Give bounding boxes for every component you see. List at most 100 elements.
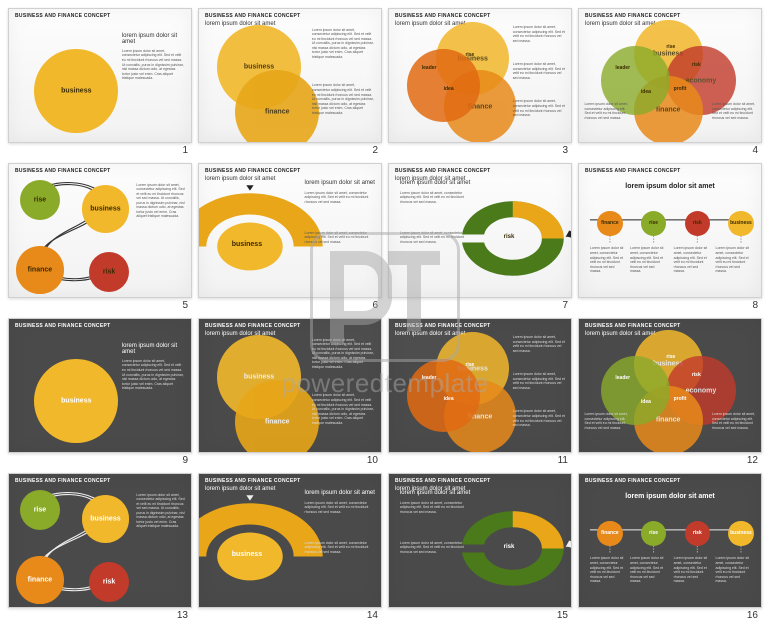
body-paragraph: Lorem ipsum dolor sit amet, consectetur …: [305, 501, 374, 515]
body-paragraph: Lorem ipsum dolor sit amet, consectetur …: [513, 25, 566, 43]
circle-label: risk: [89, 268, 129, 275]
circle-label: finance: [16, 577, 63, 584]
slide-thumbnail[interactable]: BUSINESS AND FINANCE CONCEPTlorem ipsum …: [198, 318, 382, 453]
body-paragraph: Lorem ipsum dolor sit amet, consectetur …: [400, 501, 466, 515]
donut-label: business: [232, 551, 262, 558]
slide-subtitle: lorem ipsum dolor sit amet: [122, 343, 191, 355]
overlay-label: rise: [666, 44, 675, 50]
circle-label: finance: [235, 109, 319, 116]
body-paragraph: Lorem ipsum dolor sit amet, consectetur …: [716, 556, 752, 583]
slide-thumbnail[interactable]: BUSINESS AND FINANCE CONCEPTlorem ipsum …: [198, 163, 382, 298]
slide-thumbnail[interactable]: BUSINESS AND FINANCE CONCEPTlorem ipsum …: [8, 8, 192, 143]
slide-subtitle: lorem ipsum dolor sit amet: [400, 490, 470, 496]
circle-label: business: [217, 373, 301, 380]
slide-number: 2: [198, 143, 382, 157]
slide-number: 11: [388, 453, 572, 467]
diagram-circle: rise: [20, 490, 60, 530]
overlay-label: profit: [674, 86, 687, 92]
body-paragraph: Lorem ipsum dolor sit amet, consectetur …: [674, 556, 710, 583]
slide-thumbnail[interactable]: BUSINESS AND FINANCE CONCEPTlorem ipsum …: [388, 8, 572, 143]
body-paragraph: Lorem ipsum dolor sit amet, consectetur …: [122, 359, 184, 391]
body-paragraph: Lorem ipsum dolor sit amet, consectetur …: [513, 99, 566, 117]
slide-thumbnail[interactable]: BUSINESS AND FINANCE CONCEPTlorem ipsum …: [198, 8, 382, 143]
slide-cell: BUSINESS AND FINANCE CONCEPTlorem ipsum …: [388, 8, 572, 157]
overlay-label: rise: [465, 362, 474, 368]
circle-label: risk: [89, 578, 129, 585]
circle-label: finance: [597, 220, 622, 226]
body-paragraph: Lorem ipsum dolor sit amet, consectetur …: [712, 102, 756, 120]
body-paragraph: Lorem ipsum dolor sit amet, consectetur …: [312, 28, 374, 60]
circle-label: rise: [20, 506, 60, 513]
diagram-circle: risk: [685, 521, 710, 546]
overlay-label: rise: [666, 354, 675, 360]
diagram-circle: risk: [89, 252, 129, 292]
slide-cell: BUSINESS AND FINANCE CONCEPTlorem ipsum …: [198, 163, 382, 312]
diagram-circle: finance: [235, 380, 319, 453]
slide-cell: BUSINESS AND FINANCE CONCEPTlorem ipsum …: [388, 163, 572, 312]
slide-cell: BUSINESS AND FINANCE CONCEPTlorem ipsum …: [578, 8, 762, 157]
circle-label: business: [728, 530, 753, 536]
body-paragraph: Lorem ipsum dolor sit amet, consectetur …: [630, 556, 666, 583]
overlay-label: idea: [444, 86, 454, 92]
body-paragraph: Lorem ipsum dolor sit amet, consectetur …: [513, 372, 566, 390]
slide-cell: BUSINESS AND FINANCE CONCEPTlorem ipsum …: [8, 8, 192, 157]
slide-number: 14: [198, 608, 382, 622]
diagram-circle: rise: [20, 180, 60, 220]
diagram-circle: finance: [16, 246, 63, 293]
slide-thumbnail[interactable]: BUSINESS AND FINANCE CONCEPTlorem ipsum …: [8, 318, 192, 453]
slide-number: 9: [8, 453, 192, 467]
diagram-circle: risk: [685, 211, 710, 236]
slide-number: 12: [578, 453, 762, 467]
slide-thumbnail[interactable]: BUSINESS AND FINANCE CONCEPTlorem ipsum …: [388, 473, 572, 608]
body-paragraph: Lorem ipsum dolor sit amet, consectetur …: [513, 409, 566, 427]
overlay-label: leader: [615, 375, 630, 381]
overlay-label: profit: [674, 396, 687, 402]
diagram-circle: risk: [89, 562, 129, 602]
body-paragraph: Lorem ipsum dolor sit amet, consectetur …: [513, 335, 566, 353]
overlay-label: risk: [692, 372, 701, 378]
circle-label: business: [34, 87, 118, 94]
body-paragraph: Lorem ipsum dolor sit amet, consectetur …: [513, 62, 566, 80]
ring-label: risk: [504, 234, 515, 240]
circle-label: rise: [641, 530, 666, 536]
slide-cell: BUSINESS AND FINANCE CONCEPTlorem ipsum …: [388, 473, 572, 622]
slide-thumbnail[interactable]: BUSINESS AND FINANCE CONCEPTrisebusiness…: [8, 163, 192, 298]
circle-label: business: [34, 397, 118, 404]
slide-header: BUSINESS AND FINANCE CONCEPT: [395, 323, 490, 329]
slide-number: 6: [198, 298, 382, 312]
slide-number: 13: [8, 608, 192, 622]
body-paragraph: Lorem ipsum dolor sit amet, consectetur …: [305, 231, 374, 245]
slide-thumbnail[interactable]: BUSINESS AND FINANCE CONCEPTlorem ipsum …: [578, 163, 762, 298]
body-paragraph: Lorem ipsum dolor sit amet, consectetur …: [674, 246, 710, 273]
body-paragraph: Lorem ipsum dolor sit amet, consectetur …: [312, 338, 374, 370]
slide-cell: BUSINESS AND FINANCE CONCEPTlorem ipsum …: [578, 473, 762, 622]
slide-subtitle: lorem ipsum dolor sit amet: [585, 21, 655, 27]
slide-thumbnail[interactable]: BUSINESS AND FINANCE CONCEPTlorem ipsum …: [578, 318, 762, 453]
body-paragraph: Lorem ipsum dolor sit amet, consectetur …: [716, 246, 752, 273]
body-paragraph: Lorem ipsum dolor sit amet, consectetur …: [400, 231, 466, 245]
slide-thumbnail[interactable]: BUSINESS AND FINANCE CONCEPTlorem ipsum …: [388, 318, 572, 453]
overlay-label: risk: [692, 62, 701, 68]
slide-header: BUSINESS AND FINANCE CONCEPT: [585, 323, 680, 329]
slide-header: BUSINESS AND FINANCE CONCEPT: [395, 13, 490, 19]
overlay-label: rise: [465, 52, 474, 58]
body-paragraph: Lorem ipsum dolor sit amet, consectetur …: [400, 541, 466, 555]
circle-label: business: [82, 205, 129, 212]
slide-cell: BUSINESS AND FINANCE CONCEPTlorem ipsum …: [198, 473, 382, 622]
slide-thumbnail[interactable]: BUSINESS AND FINANCE CONCEPTlorem ipsum …: [198, 473, 382, 608]
slide-thumbnail[interactable]: BUSINESS AND FINANCE CONCEPTlorem ipsum …: [578, 473, 762, 608]
slide-thumbnail[interactable]: BUSINESS AND FINANCE CONCEPTlorem ipsum …: [578, 8, 762, 143]
diagram-circle: finance: [597, 211, 622, 236]
slide-thumbnail[interactable]: BUSINESS AND FINANCE CONCEPTrisebusiness…: [8, 473, 192, 608]
overlay-label: leader: [422, 375, 437, 381]
slide-thumbnail[interactable]: BUSINESS AND FINANCE CONCEPTlorem ipsum …: [388, 163, 572, 298]
slide-header: BUSINESS AND FINANCE CONCEPT: [205, 13, 300, 19]
slide-gallery-grid: BUSINESS AND FINANCE CONCEPT lorem ipsum …: [0, 0, 770, 630]
diagram-circle: finance: [235, 70, 319, 143]
overlay-label: leader: [615, 65, 630, 71]
circle-label: risk: [685, 220, 710, 226]
body-paragraph: Lorem ipsum dolor sit amet, consectetur …: [312, 393, 374, 425]
overlay-label: leader: [422, 65, 437, 71]
diagram-circle: business: [34, 49, 118, 133]
body-paragraph: Lorem ipsum dolor sit amet, consectetur …: [590, 556, 626, 583]
